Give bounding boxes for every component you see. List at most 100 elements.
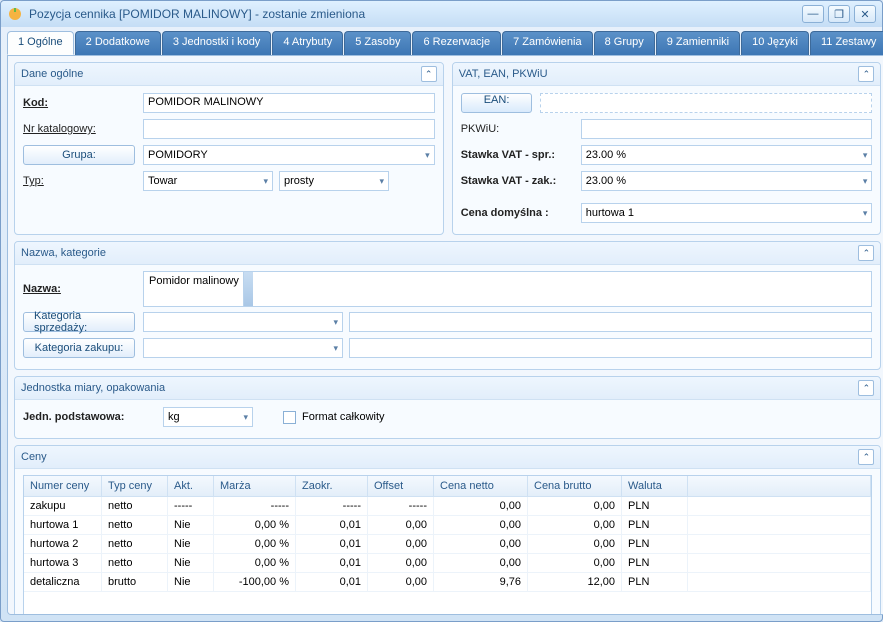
table-cell: 0,01 [296, 535, 368, 554]
chevron-down-icon: ▾ [863, 150, 868, 161]
th-marza[interactable]: Marża [214, 476, 296, 497]
pkwiu-input[interactable] [581, 119, 873, 139]
table-cell: PLN [622, 497, 688, 516]
maximize-button[interactable]: ❐ [828, 5, 850, 23]
th-netto[interactable]: Cena netto [434, 476, 528, 497]
table-cell: 0,00 [368, 535, 434, 554]
table-cell: PLN [622, 535, 688, 554]
vat-zak-select[interactable]: 23.00 % ▾ [581, 171, 873, 191]
vat-zak-value: 23.00 % [586, 175, 626, 187]
tab-atrybuty[interactable]: 4 Atrybuty [272, 31, 343, 55]
table-cell: hurtowa 2 [24, 535, 102, 554]
kat-sprz-select[interactable]: ▾ [143, 312, 343, 332]
app-icon [7, 6, 23, 22]
nazwa-label: Nazwa: [23, 283, 143, 295]
nrkat-label: Nr katalogowy: [23, 123, 143, 135]
table-cell [688, 497, 871, 516]
table-row[interactable]: detalicznabruttoNie-100,00 %0,010,009,76… [24, 573, 871, 592]
chevron-down-icon: ▾ [379, 176, 384, 187]
nazwa-input[interactable]: Pomidor malinowy [143, 271, 872, 307]
collapse-icon[interactable]: ⌃ [858, 66, 874, 82]
kat-zak-select[interactable]: ▾ [143, 338, 343, 358]
group-dane-ogolne: Dane ogólne ⌃ Kod: POMIDOR MALINOWY Nr k… [14, 62, 444, 235]
chevron-down-icon: ▾ [333, 317, 338, 328]
kat-sprz-desc[interactable] [349, 312, 872, 332]
tab-dodatkowe[interactable]: 2 Dodatkowe [75, 31, 161, 55]
th-brutto[interactable]: Cena brutto [528, 476, 622, 497]
table-row[interactable]: hurtowa 1nettoNie0,00 %0,010,000,000,00P… [24, 516, 871, 535]
table-row[interactable]: hurtowa 2nettoNie0,00 %0,010,000,000,00P… [24, 535, 871, 554]
kat-sprz-button[interactable]: Kategoria sprzedaży: [23, 312, 135, 332]
th-akt[interactable]: Akt. [168, 476, 214, 497]
nrkat-input[interactable] [143, 119, 435, 139]
format-checkbox[interactable]: Format całkowity [283, 411, 385, 424]
collapse-icon[interactable]: ⌃ [858, 380, 874, 396]
table-cell: 0,00 [528, 535, 622, 554]
tab-grupy[interactable]: 8 Grupy [594, 31, 655, 55]
minimize-button[interactable]: — [802, 5, 824, 23]
table-cell: Nie [168, 516, 214, 535]
ean-button[interactable]: EAN: [461, 93, 533, 113]
jedn-podst-select[interactable]: kg▾ [163, 407, 253, 427]
th-numer[interactable]: Numer ceny [24, 476, 102, 497]
kat-zak-button[interactable]: Kategoria zakupu: [23, 338, 135, 358]
resize-handle[interactable] [243, 272, 253, 306]
table-cell: 0,00 % [214, 516, 296, 535]
table-row[interactable]: hurtowa 3nettoNie0,00 %0,010,000,000,00P… [24, 554, 871, 573]
table-cell: ----- [168, 497, 214, 516]
table-cell: Nie [168, 535, 214, 554]
group-nazwa: Nazwa, kategorie ⌃ Nazwa: Pomidor malino… [14, 241, 881, 370]
group-title: Nazwa, kategorie [21, 247, 858, 259]
tab-zasoby[interactable]: 5 Zasoby [344, 31, 411, 55]
close-button[interactable]: ✕ [854, 5, 876, 23]
table-cell: brutto [102, 573, 168, 592]
chevron-down-icon: ▾ [863, 208, 868, 219]
cena-dom-value: hurtowa 1 [586, 207, 634, 219]
grupa-select[interactable]: POMIDORY▾ [143, 145, 435, 165]
tab-ogolne[interactable]: 1 Ogólne [7, 31, 74, 55]
th-typ[interactable]: Typ ceny [102, 476, 168, 497]
chevron-down-icon: ▾ [863, 176, 868, 187]
tab-jednostki[interactable]: 3 Jednostki i kody [162, 31, 271, 55]
jedn-podst-label: Jedn. podstawowa: [23, 411, 163, 423]
tab-rezerwacje[interactable]: 6 Rezerwacje [412, 31, 501, 55]
table-cell: 0,01 [296, 573, 368, 592]
th-zaokr[interactable]: Zaokr. [296, 476, 368, 497]
th-offset[interactable]: Offset [368, 476, 434, 497]
pkwiu-label: PKWiU: [461, 123, 581, 135]
table-cell: ----- [368, 497, 434, 516]
grupa-value: POMIDORY [148, 149, 208, 161]
tab-zestawy[interactable]: 11 Zestawy [810, 31, 883, 55]
table-cell: ----- [296, 497, 368, 516]
table-cell: hurtowa 1 [24, 516, 102, 535]
collapse-icon[interactable]: ⌃ [858, 245, 874, 261]
collapse-icon[interactable]: ⌃ [421, 66, 437, 82]
group-vat: VAT, EAN, PKWiU ⌃ EAN: PKWiU: [452, 62, 882, 235]
ean-input[interactable] [540, 93, 872, 113]
tab-zamowienia[interactable]: 7 Zamówienia [502, 31, 592, 55]
typ-label: Typ: [23, 175, 143, 187]
table-cell: netto [102, 516, 168, 535]
kod-input[interactable]: POMIDOR MALINOWY [143, 93, 435, 113]
vat-spr-label: Stawka VAT - spr.: [461, 149, 581, 161]
typ1-select[interactable]: Towar▾ [143, 171, 273, 191]
tab-jezyki[interactable]: 10 Języki [741, 31, 809, 55]
tab-zamienniki[interactable]: 9 Zamienniki [656, 31, 740, 55]
jedn-podst-value: kg [168, 411, 180, 423]
typ2-select[interactable]: prosty▾ [279, 171, 389, 191]
vat-spr-select[interactable]: 23.00 %▾ [581, 145, 873, 165]
table-row[interactable]: zakupunetto--------------------0,000,00P… [24, 497, 871, 516]
th-waluta[interactable]: Waluta [622, 476, 688, 497]
kat-zak-desc[interactable] [349, 338, 872, 358]
th-filler [688, 476, 871, 497]
table-cell: 0,00 [528, 516, 622, 535]
table-cell: 0,00 [434, 554, 528, 573]
table-cell: PLN [622, 554, 688, 573]
collapse-icon[interactable]: ⌃ [858, 449, 874, 465]
table-cell: 0,00 [368, 516, 434, 535]
table-cell: 0,00 [528, 554, 622, 573]
cena-dom-select[interactable]: hurtowa 1 ▾ [581, 203, 873, 223]
table-cell: netto [102, 554, 168, 573]
group-title: Dane ogólne [21, 68, 421, 80]
grupa-button[interactable]: Grupa: [23, 145, 135, 165]
